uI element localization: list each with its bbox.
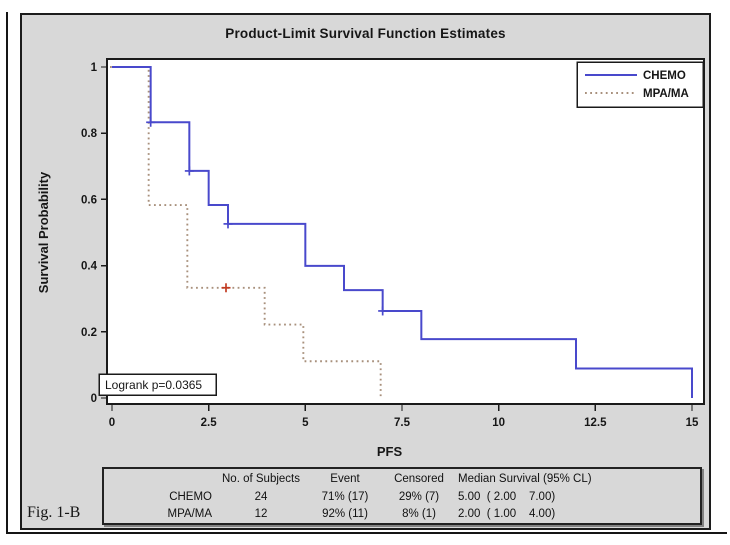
table-mpa-event: 92% (11) bbox=[322, 507, 368, 520]
x-tick-label: 12.5 bbox=[584, 417, 607, 429]
table-row-chemo-label: CHEMO bbox=[169, 490, 212, 503]
y-tick-label: 0 bbox=[91, 393, 97, 405]
chart-panel: Product-Limit Survival Function Estimate… bbox=[20, 13, 711, 530]
censor-mark-CHEMO bbox=[184, 166, 194, 176]
table-chemo-censored: 29% (7) bbox=[398, 490, 440, 503]
x-tick-label: 5 bbox=[302, 417, 309, 429]
table-header-subjects: No. of Subjects bbox=[222, 473, 300, 485]
x-axis-label: PFS bbox=[377, 444, 403, 459]
table-header-median: Median Survival (95% CL) bbox=[458, 473, 592, 485]
censor-mark-CHEMO bbox=[378, 306, 388, 316]
y-axis-label: Survival Probability bbox=[36, 171, 51, 293]
x-tick-label: 15 bbox=[686, 417, 699, 429]
x-tick-label: 7.5 bbox=[394, 417, 411, 429]
y-tick-label: 0.2 bbox=[81, 327, 97, 339]
y-tick-label: 0.6 bbox=[81, 194, 97, 206]
legend-label-CHEMO: CHEMO bbox=[643, 70, 686, 82]
x-tick-label: 0 bbox=[109, 417, 115, 429]
table-row-mpa-label: MPA/MA bbox=[167, 507, 212, 520]
y-tick-label: 0.8 bbox=[81, 128, 98, 140]
survival-curve-MPA-MA bbox=[110, 66, 382, 398]
table-chemo-median: 5.00 ( 2.00 7.00) bbox=[458, 490, 556, 503]
censor-mark-CHEMO bbox=[146, 117, 156, 127]
table-mpa-censored: 8% (1) bbox=[402, 507, 436, 520]
x-tick-label: 2.5 bbox=[201, 417, 218, 429]
chart-title: Product-Limit Survival Function Estimate… bbox=[225, 26, 506, 41]
figure-label: Fig. 1-B bbox=[27, 504, 81, 521]
plot-frame bbox=[106, 58, 705, 405]
y-tick-label: 0.4 bbox=[81, 261, 98, 273]
censor-mark-MPA-MA bbox=[221, 283, 231, 293]
table-chemo-event: 71% (17) bbox=[321, 490, 369, 503]
legend-box bbox=[576, 61, 704, 108]
logrank-annotation: Logrank p=0.0365 bbox=[105, 378, 202, 392]
x-tick-label: 10 bbox=[492, 417, 505, 429]
table-header-event: Event bbox=[330, 473, 360, 485]
table-header-censored: Censored bbox=[394, 473, 444, 485]
table-mpa-subjects: 12 bbox=[254, 507, 268, 520]
figure-border-left bbox=[6, 12, 8, 534]
table-mpa-median: 2.00 ( 1.00 4.00) bbox=[458, 507, 556, 520]
figure-border-bottom bbox=[6, 532, 727, 534]
logrank-box bbox=[98, 373, 217, 396]
legend-label-MPA-MA: MPA/MA bbox=[643, 88, 689, 100]
table-chemo-subjects: 24 bbox=[254, 490, 268, 503]
survival-curve-CHEMO bbox=[112, 66, 693, 398]
censor-mark-CHEMO bbox=[223, 219, 233, 229]
y-tick-label: 1 bbox=[91, 62, 98, 74]
summary-table: No. of Subjects Event Censored Median Su… bbox=[102, 467, 702, 525]
